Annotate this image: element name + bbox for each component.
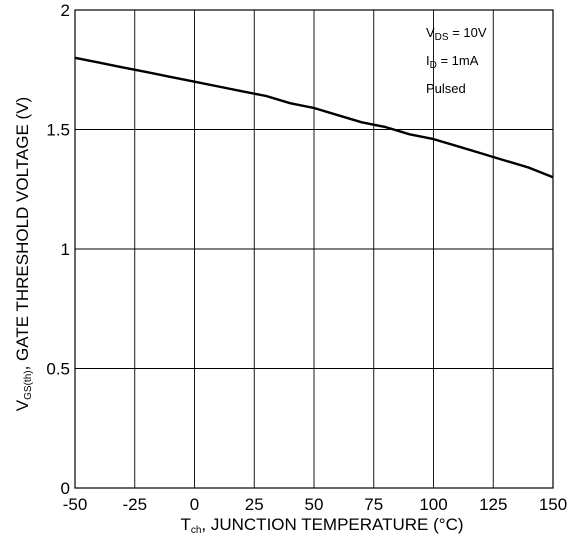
- y-axis-title: VGS(th), GATE THRESHOLD VOLTAGE (V): [13, 97, 34, 411]
- series-line: [74, 56, 554, 179]
- x-tick-label: 25: [245, 495, 264, 514]
- annotation-line: ID = 1mA: [426, 53, 479, 71]
- x-tick-labels: -50 -25 0 25 50 75 100 125 150: [63, 495, 567, 514]
- annotation-line: VDS = 10V: [426, 25, 487, 43]
- x-tick-label: 75: [364, 495, 383, 514]
- x-tick-label: -50: [63, 495, 88, 514]
- y-tick-label: 0: [61, 479, 70, 498]
- y-tick-label: 1: [61, 240, 70, 259]
- x-tick-label: 0: [190, 495, 199, 514]
- y-tick-label: 2: [61, 1, 70, 20]
- x-tick-label: 50: [305, 495, 324, 514]
- x-tick-label: 125: [479, 495, 507, 514]
- y-tick-label: 1.5: [46, 121, 70, 140]
- x-tick-label: -25: [122, 495, 147, 514]
- y-tick-label: 0.5: [46, 360, 70, 379]
- series-layer: [74, 56, 554, 179]
- x-tick-label: 100: [419, 495, 447, 514]
- annotation-box: VDS = 10V ID = 1mA Pulsed: [426, 25, 487, 96]
- grid: [74, 9, 554, 489]
- y-tick-labels: 0 0.5 1 1.5 2: [46, 1, 70, 498]
- x-tick-label: 150: [539, 495, 567, 514]
- annotation-line: Pulsed: [426, 81, 466, 96]
- x-axis-title: Tch, JUNCTION TEMPERATURE (°C): [180, 515, 463, 536]
- plot-frame: [74, 9, 554, 489]
